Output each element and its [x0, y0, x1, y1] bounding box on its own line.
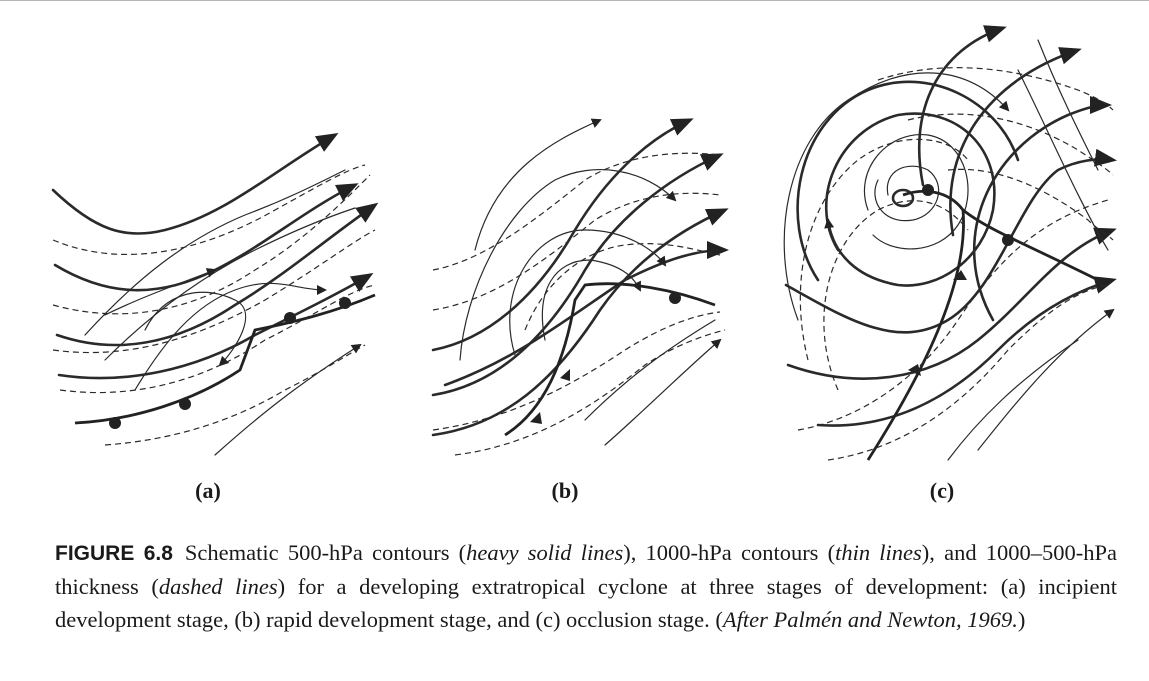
thin-contour	[459, 169, 677, 361]
caption-text-5: )	[1017, 607, 1026, 632]
thickness-line	[797, 199, 1109, 431]
panel-label-b: (b)	[551, 478, 579, 503]
heavy-contour	[784, 148, 1117, 334]
heavy-contour	[443, 241, 729, 387]
panel-a-diagram	[45, 90, 385, 470]
panel-c-diagram	[778, 20, 1123, 465]
thin-contour	[863, 134, 969, 250]
thin-contour	[977, 308, 1115, 451]
thickness-line	[827, 284, 1109, 461]
caption-text-1: Schematic 500-hPa contours (	[184, 540, 467, 565]
thin-contour	[474, 118, 602, 251]
heavy-contour	[431, 153, 724, 397]
heavy-contour	[431, 208, 729, 437]
thickness-line	[524, 243, 721, 331]
top-rule	[0, 0, 1149, 1]
low-center	[891, 188, 915, 208]
caption-text-2: ), 1000-hPa contours (	[623, 540, 836, 565]
heavy-contour	[949, 47, 1082, 237]
thickness-line	[432, 311, 721, 431]
thin-contour	[144, 291, 247, 367]
heavy-contour	[786, 227, 1117, 380]
thin-contour	[134, 282, 327, 391]
thickness-line	[59, 284, 376, 394]
thickness-line	[104, 344, 366, 446]
caption-text-4: ) for a developing extratropical cyclone…	[55, 574, 1118, 632]
thickness-line	[877, 67, 1114, 111]
caption-dashed-term: dashed lines	[158, 574, 278, 599]
thin-contour	[104, 207, 356, 361]
thickness-line	[947, 168, 1114, 241]
heavy-contour	[972, 96, 1112, 322]
thickness-line	[432, 152, 721, 271]
thickness-line	[907, 113, 1114, 176]
thin-contour	[947, 339, 1079, 461]
heavy-contour	[918, 25, 1007, 187]
thickness-line	[52, 174, 371, 315]
panel-label-a: (a)	[195, 478, 221, 503]
front-line	[504, 282, 716, 437]
heavy-contour	[51, 132, 339, 235]
caption-heavy-term: heavy solid lines	[466, 540, 624, 565]
thin-contour	[214, 343, 362, 456]
caption-thin-term: thin lines	[835, 540, 922, 565]
heavy-contour	[57, 272, 374, 380]
heavy-contour	[55, 202, 379, 347]
thickness-line	[52, 164, 366, 255]
thickness-line	[52, 229, 376, 354]
thickness-line	[454, 329, 726, 456]
thin-contour	[604, 338, 722, 446]
thin-contour	[1037, 39, 1099, 171]
panel-b-diagram	[425, 100, 745, 470]
caption-citation: After Palmén and Newton, 1969.	[722, 607, 1018, 632]
thin-contour	[509, 229, 667, 356]
heavy-contour	[816, 276, 1117, 427]
heavy-contour	[796, 80, 1020, 282]
figure-number: FIGURE 6.8	[55, 542, 173, 565]
thin-contour	[541, 259, 641, 341]
figure-caption: FIGURE 6.8 Schematic 500-hPa contours (he…	[55, 536, 1117, 636]
heavy-contour	[824, 112, 996, 287]
thin-contour	[783, 72, 1010, 321]
thin-contour	[584, 319, 716, 421]
thickness-line	[799, 138, 969, 361]
thickness-line	[432, 192, 721, 311]
thin-contour	[84, 169, 346, 336]
thin-contour	[104, 268, 217, 316]
front-line	[866, 209, 965, 461]
panel-label-c: (c)	[929, 478, 955, 503]
thin-contour	[1017, 69, 1109, 251]
front-line	[902, 189, 1099, 282]
caption-text-3: ), and 1000–500-hPa thickness (	[55, 540, 1118, 599]
thickness-line	[823, 200, 969, 391]
front-line	[74, 293, 376, 425]
